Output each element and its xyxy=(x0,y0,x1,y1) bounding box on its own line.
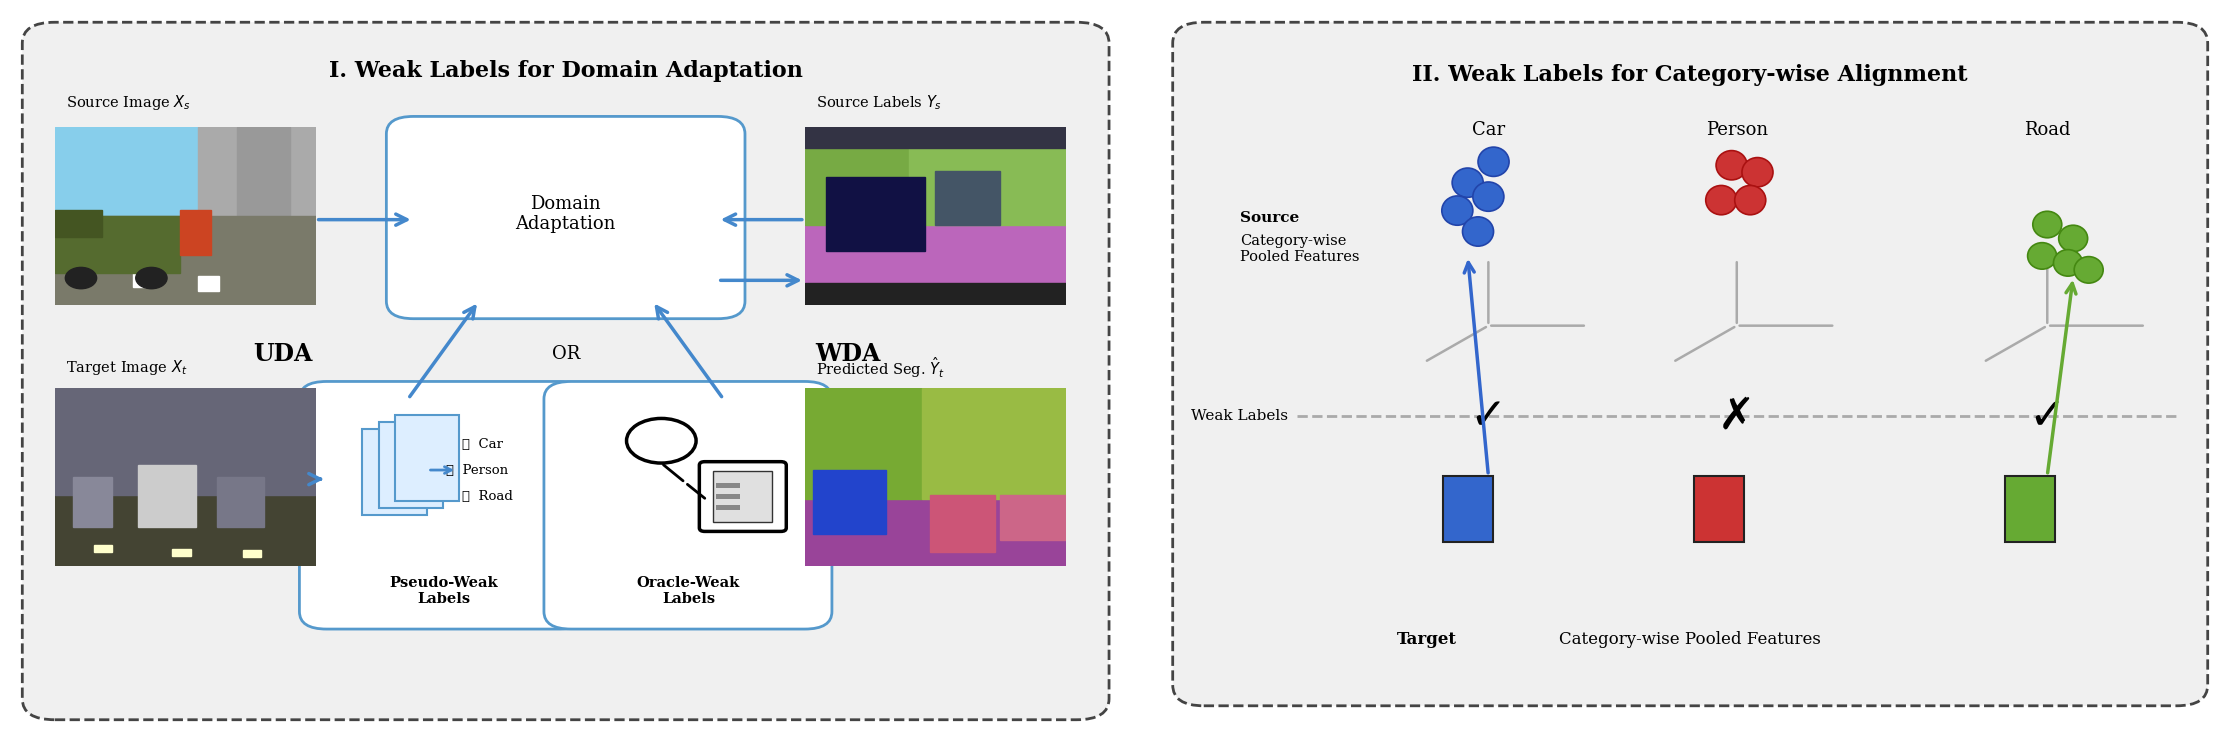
Bar xyxy=(716,505,740,510)
Text: Source Labels $Y_s$: Source Labels $Y_s$ xyxy=(816,93,941,112)
Text: Person: Person xyxy=(1706,122,1768,139)
Text: I. Weak Labels for Domain Adaptation: I. Weak Labels for Domain Adaptation xyxy=(328,60,803,82)
FancyBboxPatch shape xyxy=(714,470,772,522)
Text: WDA: WDA xyxy=(816,341,881,366)
Text: Category-wise Pooled Features: Category-wise Pooled Features xyxy=(1559,631,1822,648)
FancyBboxPatch shape xyxy=(22,22,1108,720)
Text: Oracle-Weak
Labels: Oracle-Weak Labels xyxy=(638,576,740,605)
Ellipse shape xyxy=(2034,211,2063,237)
FancyBboxPatch shape xyxy=(544,381,832,629)
Text: Source Image $X_s$: Source Image $X_s$ xyxy=(65,93,192,112)
Text: Predicted Seg. $\hat{Y}_t$: Predicted Seg. $\hat{Y}_t$ xyxy=(816,355,946,380)
Text: ✓: ✓ xyxy=(2029,395,2065,438)
Text: II. Weak Labels for Category-wise Alignment: II. Weak Labels for Category-wise Alignm… xyxy=(1412,64,1967,85)
FancyBboxPatch shape xyxy=(700,462,787,531)
Ellipse shape xyxy=(1463,217,1494,246)
Text: Car: Car xyxy=(1472,122,1505,139)
Ellipse shape xyxy=(2054,249,2083,276)
Text: Target: Target xyxy=(1398,631,1458,648)
Text: ✓: ✓ xyxy=(1470,395,1507,438)
Text: Target Image $X_t$: Target Image $X_t$ xyxy=(65,358,187,377)
Text: ✗  Person: ✗ Person xyxy=(446,464,508,476)
Text: ✗: ✗ xyxy=(1717,395,1755,438)
FancyBboxPatch shape xyxy=(363,429,426,516)
Ellipse shape xyxy=(2074,257,2103,283)
Text: ✓  Car: ✓ Car xyxy=(462,438,504,450)
Ellipse shape xyxy=(1452,168,1483,197)
Text: OR: OR xyxy=(551,344,580,363)
Text: Road: Road xyxy=(2025,122,2069,139)
Ellipse shape xyxy=(1717,151,1746,180)
Ellipse shape xyxy=(1706,186,1737,214)
Ellipse shape xyxy=(1443,196,1472,226)
FancyBboxPatch shape xyxy=(1173,22,2208,706)
Ellipse shape xyxy=(1735,186,1766,214)
FancyBboxPatch shape xyxy=(386,116,745,318)
FancyBboxPatch shape xyxy=(2005,476,2054,542)
FancyBboxPatch shape xyxy=(1443,476,1492,542)
FancyBboxPatch shape xyxy=(395,415,459,502)
Text: Weak Labels: Weak Labels xyxy=(1191,410,1289,424)
Text: Pseudo-Weak
Labels: Pseudo-Weak Labels xyxy=(390,576,497,605)
Text: ✓  Road: ✓ Road xyxy=(462,490,513,503)
Text: Category-wise
Pooled Features: Category-wise Pooled Features xyxy=(1240,234,1360,264)
Text: Source: Source xyxy=(1240,211,1300,225)
FancyBboxPatch shape xyxy=(299,381,586,629)
Ellipse shape xyxy=(2027,243,2056,269)
FancyBboxPatch shape xyxy=(379,422,444,508)
Bar xyxy=(716,482,740,488)
Ellipse shape xyxy=(1478,147,1510,177)
Bar xyxy=(716,493,740,499)
Ellipse shape xyxy=(1472,182,1503,211)
FancyBboxPatch shape xyxy=(1695,476,1744,542)
Ellipse shape xyxy=(1742,157,1773,187)
Text: UDA: UDA xyxy=(254,341,312,366)
Ellipse shape xyxy=(2058,226,2087,252)
Text: Domain
Adaptation: Domain Adaptation xyxy=(515,194,615,234)
